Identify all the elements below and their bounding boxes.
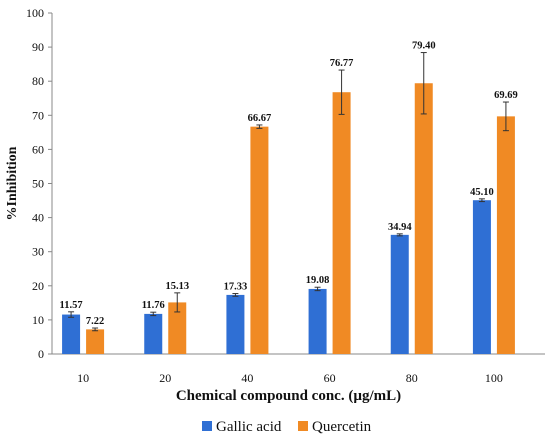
x-tick-label: 20 bbox=[159, 371, 171, 385]
bar-quercetin bbox=[332, 92, 351, 355]
x-tick-label: 10 bbox=[77, 371, 89, 385]
legend-swatch-quercetin bbox=[298, 421, 308, 431]
data-label: 11.76 bbox=[142, 300, 165, 311]
bar-gallic-acid bbox=[390, 234, 409, 354]
bar-quercetin bbox=[414, 83, 433, 354]
bar-gallic-acid bbox=[144, 313, 163, 354]
data-label: 45.10 bbox=[470, 187, 494, 198]
legend: Gallic acid Quercetin bbox=[202, 419, 372, 435]
bar-gallic-acid bbox=[62, 314, 81, 354]
y-tick-label: 30 bbox=[32, 245, 44, 259]
y-tick-label: 50 bbox=[32, 177, 44, 191]
x-axis-label: Chemical compound conc. (µg/mL) bbox=[176, 388, 401, 404]
data-label: 69.69 bbox=[494, 90, 518, 101]
data-label: 7.22 bbox=[86, 316, 104, 327]
y-tick-label: 0 bbox=[38, 347, 44, 361]
bar-quercetin bbox=[496, 116, 515, 354]
bar-gallic-acid bbox=[472, 200, 491, 354]
bar-gallic-acid bbox=[308, 288, 327, 354]
y-tick-label: 90 bbox=[32, 40, 44, 54]
x-tick-label: 80 bbox=[406, 371, 418, 385]
data-label: 19.08 bbox=[306, 275, 330, 286]
y-tick-label: 80 bbox=[32, 74, 44, 88]
y-tick-label: 60 bbox=[32, 142, 44, 156]
y-tick-label: 100 bbox=[26, 6, 44, 20]
legend-label-gallic-acid: Gallic acid bbox=[216, 419, 282, 435]
y-tick-label: 10 bbox=[32, 313, 44, 327]
bar-quercetin bbox=[250, 126, 269, 354]
data-label: 15.13 bbox=[165, 281, 189, 292]
legend-swatch-gallic-acid bbox=[202, 421, 212, 431]
x-axis: 10 20 40 60 80 100 bbox=[52, 353, 545, 385]
data-label: 17.33 bbox=[224, 282, 248, 293]
bar-gallic-acid bbox=[226, 294, 245, 354]
bar-quercetin bbox=[86, 329, 105, 354]
data-label: 66.67 bbox=[248, 113, 272, 124]
x-tick-label: 40 bbox=[241, 371, 253, 385]
y-tick-label: 20 bbox=[32, 279, 44, 293]
y-axis: 0 10 20 30 40 50 60 70 80 90 100 bbox=[26, 6, 53, 361]
x-tick-label: 60 bbox=[324, 371, 336, 385]
data-label: 34.94 bbox=[388, 222, 412, 233]
y-tick-label: 70 bbox=[32, 108, 44, 122]
y-axis-label: %Inhibition bbox=[5, 146, 20, 220]
data-label: 11.57 bbox=[60, 300, 83, 311]
data-label: 76.77 bbox=[330, 58, 354, 69]
data-label: 79.40 bbox=[412, 41, 436, 52]
y-tick-label: 40 bbox=[32, 211, 44, 225]
legend-label-quercetin: Quercetin bbox=[312, 419, 372, 435]
x-tick-label: 100 bbox=[485, 371, 503, 385]
bar-quercetin bbox=[168, 302, 187, 354]
